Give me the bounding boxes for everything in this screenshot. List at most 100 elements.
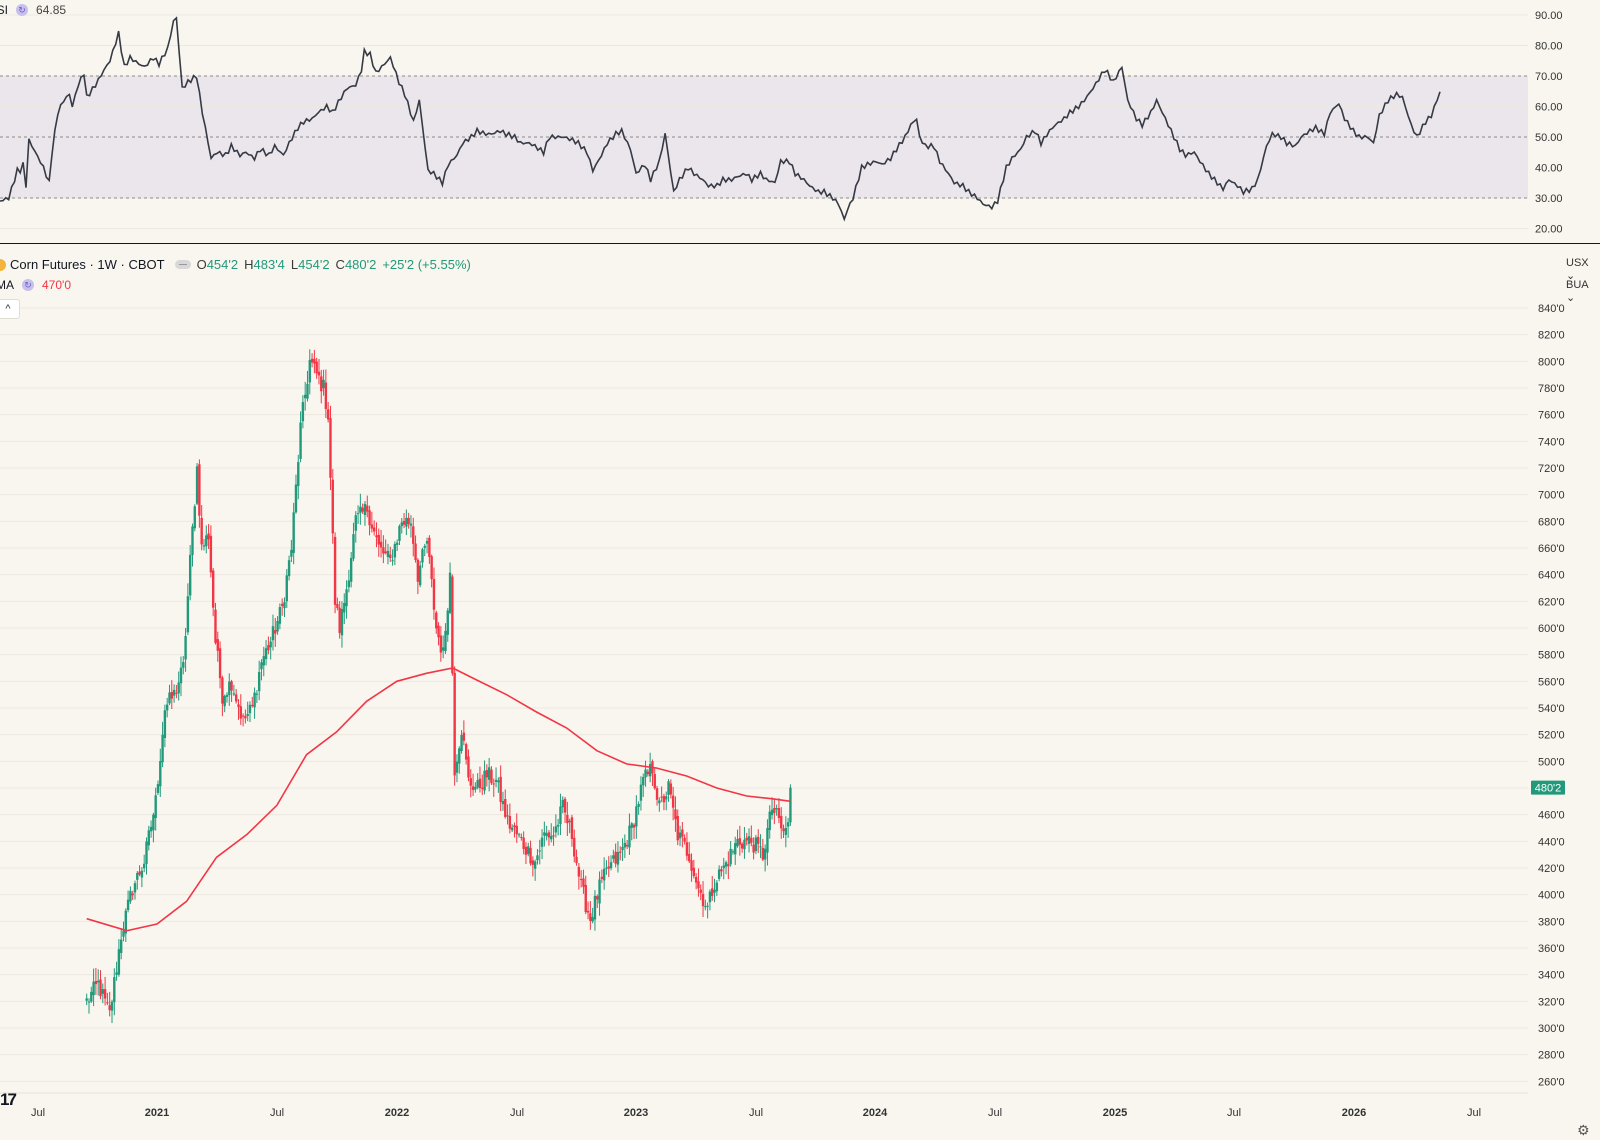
candle-body [731,851,735,853]
candle-body [738,838,742,845]
price-tick-label: 580'0 [1538,650,1565,662]
candle [400,517,403,534]
candle-body [96,980,100,983]
candle-body [384,551,387,554]
candle [543,821,546,847]
candle [632,823,636,840]
candle-body [437,625,440,638]
candle [458,746,461,774]
candle-body [784,827,788,835]
candle-body [667,781,670,795]
candle-body [297,462,300,487]
candle-body [614,851,617,864]
candle-body [106,1002,109,1004]
candle [251,696,254,708]
unit-selector-label: USX [1566,257,1589,269]
candle-body [674,809,677,820]
price-tick-label: 440'0 [1538,836,1565,848]
candle-body [593,895,597,920]
coin-icon [0,258,6,271]
candle-body [639,784,643,801]
refresh-icon[interactable]: ↻ [16,4,29,16]
candle [642,773,645,797]
candle [405,509,408,536]
candle [773,798,776,825]
candle [136,871,139,890]
candle [430,554,433,588]
candle-body [221,677,224,704]
candle [701,881,705,918]
candle [108,991,111,1017]
candle-body [218,648,222,679]
rsi-tick-label: 70.00 [1535,71,1563,83]
candle [363,500,367,526]
chevron-up-icon[interactable]: ^ [0,299,20,319]
candle-body [271,626,275,641]
candle [464,742,468,765]
candle [487,757,491,792]
candle-body [223,695,226,707]
candle [152,812,155,843]
candle-body [692,867,696,877]
price-tick-label: 420'0 [1538,863,1565,875]
candle-body [260,662,263,670]
candle-body [715,882,719,892]
candle [690,853,693,882]
candle-body [117,949,121,975]
candle [428,535,431,564]
candle-body [131,893,134,896]
symbol-title[interactable]: Corn Futures · 1W · CBOT [10,257,165,272]
candle [552,826,555,846]
candle [345,580,348,619]
price-tick-label: 820'0 [1538,330,1565,342]
candle-body [621,846,624,851]
candle [671,786,675,821]
candle [232,684,236,697]
candle [301,395,305,429]
candle-body [547,832,551,838]
candle [524,842,528,865]
tradingview-logo[interactable]: 17 [0,1090,17,1109]
refresh-icon[interactable]: ↻ [22,279,34,291]
candle-body [129,890,132,902]
candle [469,769,472,798]
candle-body [529,848,532,864]
price-tick-label: 280'0 [1538,1050,1565,1062]
candle [310,353,314,368]
candle [646,768,650,777]
candle-body [193,506,196,529]
candle [271,614,275,651]
candle-body [248,704,252,714]
candle [262,646,265,677]
candle [745,832,748,846]
candle [713,878,716,903]
candle [110,999,114,1024]
candle-body [441,647,445,651]
candle [731,849,735,855]
candle-body [515,825,518,835]
unit-selector-2-label: BUA [1566,279,1589,291]
candle [402,513,406,529]
candle-body [655,788,659,800]
candle [734,836,737,865]
candle [170,680,173,710]
candle [600,869,604,884]
candle [607,856,610,878]
candle-body [393,544,397,558]
candle-body [681,829,684,837]
candle-body [770,809,774,816]
candle [777,798,781,824]
candle-body [531,860,535,865]
candle-body [508,815,512,829]
price-tick-label: 340'0 [1538,970,1565,982]
candle [209,525,213,578]
candle [441,635,445,659]
time-tick-label: 2021 [145,1107,169,1119]
candle [372,520,376,536]
unit-selector[interactable]: USX ⌄ [1566,257,1589,282]
gear-icon[interactable]: ⚙ [1577,1122,1590,1138]
unit-selector-2[interactable]: BUA ⌄ [1566,279,1589,304]
candle [708,889,712,911]
candle [768,805,771,839]
